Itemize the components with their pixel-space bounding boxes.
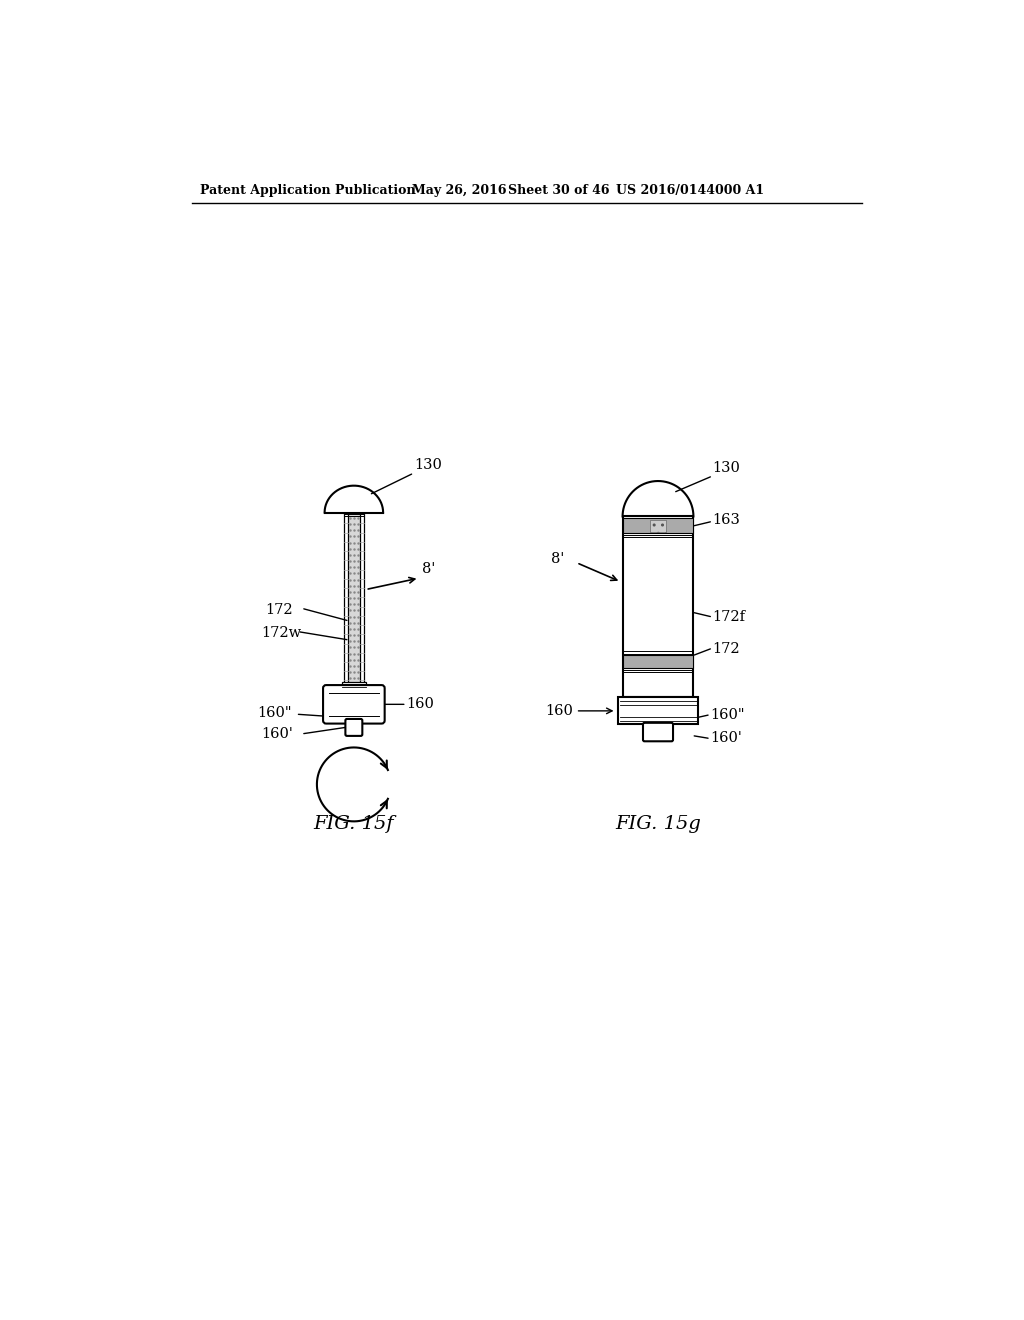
Text: 160: 160 bbox=[407, 697, 434, 711]
Text: Patent Application Publication: Patent Application Publication bbox=[200, 185, 416, 197]
FancyBboxPatch shape bbox=[345, 719, 362, 737]
Text: 172f: 172f bbox=[713, 610, 745, 623]
Text: 160': 160' bbox=[711, 731, 742, 746]
Text: FIG. 15g: FIG. 15g bbox=[615, 816, 701, 833]
Bar bbox=[342, 682, 367, 688]
Text: 8': 8' bbox=[422, 562, 435, 576]
Bar bbox=[623, 655, 693, 668]
Text: 163: 163 bbox=[713, 513, 740, 527]
Text: 160': 160' bbox=[261, 726, 293, 741]
Text: 172: 172 bbox=[265, 603, 293, 618]
Text: 160: 160 bbox=[546, 704, 573, 718]
Polygon shape bbox=[623, 480, 693, 516]
Text: 160": 160" bbox=[258, 706, 292, 719]
Text: 172: 172 bbox=[713, 642, 740, 656]
Bar bbox=[623, 517, 693, 533]
Text: FIG. 15f: FIG. 15f bbox=[313, 816, 394, 833]
FancyBboxPatch shape bbox=[643, 723, 673, 742]
Bar bbox=[623, 516, 693, 697]
Text: 172w: 172w bbox=[261, 627, 302, 640]
FancyBboxPatch shape bbox=[323, 685, 385, 723]
Text: 160": 160" bbox=[711, 708, 744, 722]
Text: US 2016/0144000 A1: US 2016/0144000 A1 bbox=[615, 185, 764, 197]
Text: 130: 130 bbox=[713, 461, 740, 475]
Text: May 26, 2016: May 26, 2016 bbox=[412, 185, 506, 197]
Text: 8': 8' bbox=[552, 552, 565, 566]
Text: 130: 130 bbox=[414, 458, 441, 471]
Polygon shape bbox=[325, 486, 383, 512]
Bar bbox=[617, 697, 698, 725]
Text: Sheet 30 of 46: Sheet 30 of 46 bbox=[508, 185, 609, 197]
Bar bbox=[348, 512, 360, 682]
Bar bbox=[649, 520, 667, 532]
